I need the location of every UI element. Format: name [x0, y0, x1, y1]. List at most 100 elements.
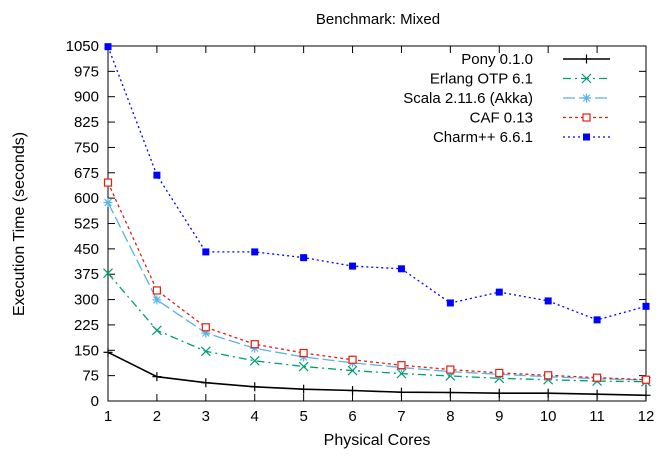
x-tick-label: 1: [104, 408, 112, 425]
legend-marker: [581, 73, 592, 84]
y-tick-label: 150: [74, 342, 99, 359]
legend-entry-2: Scala 2.11.6 (Akka): [403, 90, 610, 107]
legend-label: Erlang OTP 6.1: [430, 71, 533, 88]
legend-label: Scala 2.11.6 (Akka): [403, 90, 533, 107]
data-point: [201, 323, 210, 332]
y-tick-label: 900: [74, 89, 99, 106]
marker-stroke: [103, 268, 113, 279]
x-tick-label: 12: [638, 408, 655, 425]
data-point: [152, 295, 162, 305]
data-point: [495, 288, 503, 296]
data-point: [103, 198, 113, 208]
chart-title: Benchmark: Mixed: [316, 11, 440, 28]
plot-frame: [107, 45, 647, 402]
marker-stroke: [104, 198, 112, 207]
marker-stroke: [249, 355, 260, 366]
data-point: [249, 355, 260, 366]
data-point: [495, 368, 504, 378]
legend-marker: [582, 113, 591, 122]
data-point: [641, 390, 651, 400]
marker-stroke: [347, 365, 358, 376]
data-point: [103, 178, 113, 187]
data-point: [202, 248, 210, 256]
marker-stroke: [582, 94, 591, 102]
series-line: [107, 202, 647, 381]
y-tick-label: 375: [74, 266, 99, 283]
legend-entry-3: CAF 0.13: [470, 110, 610, 127]
y-tick-label: 825: [74, 114, 99, 131]
y-tick-label: 75: [82, 368, 99, 385]
marker-stroke: [153, 296, 161, 304]
series-line: [107, 272, 647, 383]
legend-entry-0: Pony 0.1.0: [461, 51, 610, 68]
x-tick-label: 7: [397, 408, 405, 425]
y-tick-label: 0: [91, 393, 99, 410]
y-tick-label: 450: [74, 241, 99, 258]
data-point: [544, 297, 552, 305]
y-tick-label: 225: [74, 317, 99, 334]
data-point: [592, 373, 602, 382]
legend-entry-1: Erlang OTP 6.1: [430, 71, 610, 88]
data-point: [494, 388, 504, 398]
data-point: [348, 386, 358, 396]
marker-stroke: [581, 73, 592, 84]
data-point: [349, 262, 357, 270]
legend-label: Charm++ 6.6.1: [433, 129, 533, 146]
data-point: [298, 361, 309, 372]
marker-stroke: [298, 361, 309, 372]
data-point: [250, 340, 259, 349]
series-0: [103, 347, 651, 400]
marker-stroke: [200, 346, 211, 357]
y-tick-label: 975: [74, 63, 99, 80]
series-2: [103, 198, 651, 385]
x-tick-label: 10: [540, 408, 557, 425]
x-tick-label: 4: [251, 408, 259, 425]
y-axis: 0 75 150 225 300 375 450 525 600 675 750 825 900 975 1…: [66, 38, 646, 410]
x-tick-label: 5: [299, 408, 307, 425]
x-axis: 1 2 3 4 5 6 7 8 9 10 11 12: [104, 46, 655, 425]
y-tick-label: 600: [74, 190, 99, 207]
data-point: [642, 302, 650, 310]
y-axis-title: Execution Time (seconds): [11, 132, 28, 316]
data-point: [299, 348, 308, 358]
data-point: [152, 372, 162, 382]
data-point: [446, 365, 455, 374]
data-point: [104, 43, 112, 51]
data-point: [641, 375, 651, 384]
data-point: [250, 382, 260, 392]
x-tick-label: 9: [495, 408, 503, 425]
legend: Pony 0.1.0 Erlang OTP 6.1 Scala 2.11.6 (Ak…: [403, 51, 610, 146]
data-point: [153, 171, 161, 179]
data-point: [593, 316, 601, 324]
legend-marker: [582, 54, 591, 64]
x-tick-label: 8: [446, 408, 454, 425]
data-point: [300, 254, 308, 262]
legend-label: Pony 0.1.0: [461, 51, 533, 68]
series-line: [107, 46, 647, 321]
data-point: [396, 387, 406, 397]
x-tick-label: 3: [202, 408, 210, 425]
series-layer: [103, 43, 651, 400]
legend-entry-4: Charm++ 6.6.1: [433, 129, 610, 146]
series-4: [104, 43, 650, 324]
data-point: [103, 347, 113, 357]
data-point: [592, 389, 602, 399]
data-point: [201, 378, 211, 388]
data-point: [544, 371, 553, 380]
data-point: [397, 265, 405, 273]
series-3: [103, 178, 651, 384]
data-point: [445, 388, 455, 398]
marker-stroke: [151, 325, 162, 336]
legend-marker: [583, 133, 590, 141]
y-tick-label: 750: [74, 139, 99, 156]
series-line: [107, 182, 647, 381]
data-point: [299, 384, 309, 394]
data-point: [543, 388, 553, 398]
data-point: [151, 325, 162, 336]
data-point: [251, 248, 259, 256]
data-point: [446, 299, 454, 307]
series-1: [103, 268, 651, 387]
x-axis-title: Physical Cores: [324, 432, 431, 449]
y-tick-label: 1050: [66, 38, 99, 55]
